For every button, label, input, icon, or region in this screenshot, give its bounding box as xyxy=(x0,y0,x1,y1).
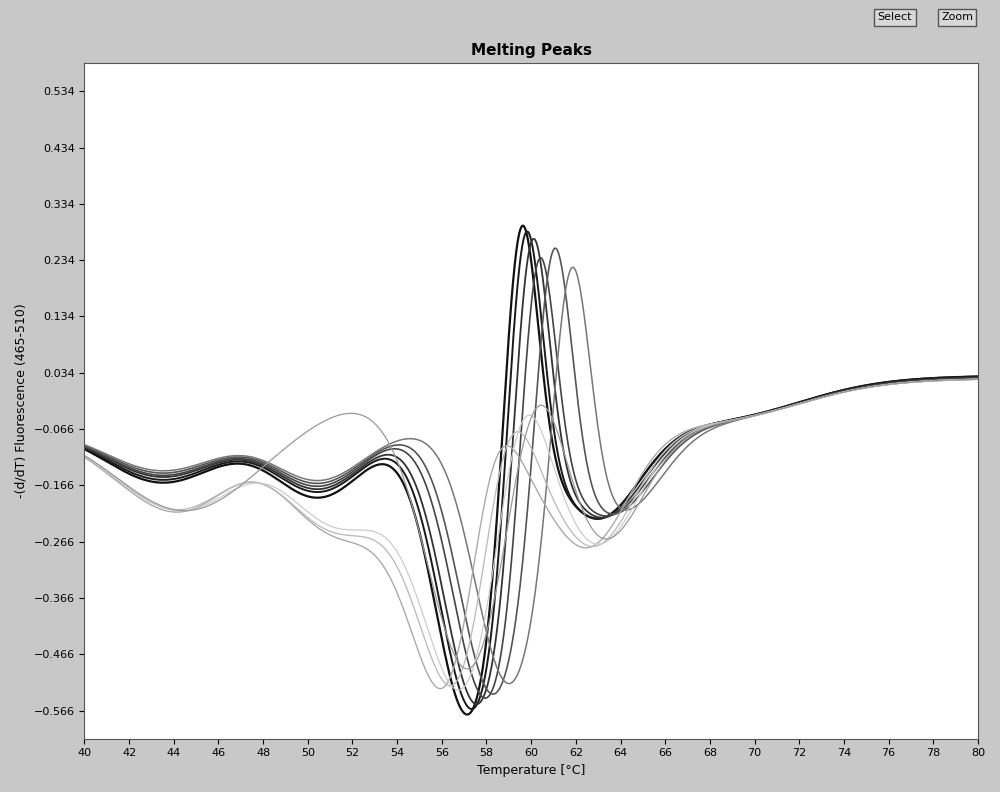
Text: Zoom: Zoom xyxy=(941,13,973,22)
Text: Select: Select xyxy=(878,13,912,22)
Title: Melting Peaks: Melting Peaks xyxy=(471,43,592,58)
X-axis label: Temperature [°C]: Temperature [°C] xyxy=(477,764,585,777)
Y-axis label: -(d/dT) Fluorescence (465-510): -(d/dT) Fluorescence (465-510) xyxy=(15,303,28,498)
